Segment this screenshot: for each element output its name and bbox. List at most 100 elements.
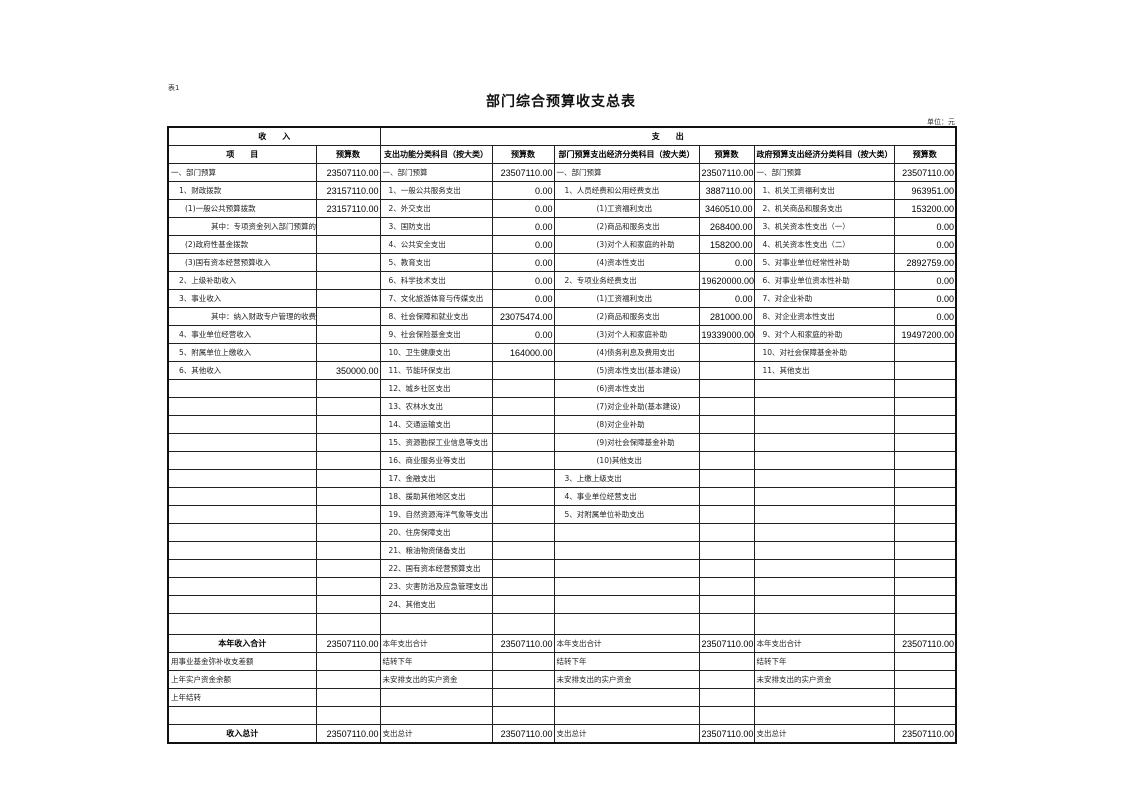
gov-econ-amount xyxy=(893,706,957,725)
gov-econ-amount xyxy=(893,559,957,578)
column-header-function-item: 支出功能分类科目（按大类） xyxy=(379,145,493,164)
function-item xyxy=(379,706,493,725)
table-row: 24、其他支出 xyxy=(167,595,957,614)
income-amount: 23507110.00 xyxy=(315,724,381,744)
table-row: 18、援助其他地区支出 4、事业单位经营支出 xyxy=(167,487,957,506)
income-item: 5、附属单位上缴收入 xyxy=(167,343,317,362)
dept-econ-item: (3)对个人和家庭补助 xyxy=(553,325,700,344)
gov-econ-item: 3、机关资本性支出（一） xyxy=(753,217,895,236)
function-amount: 23507110.00 xyxy=(491,724,555,744)
income-amount xyxy=(315,451,381,470)
income-amount xyxy=(315,235,381,254)
function-item: 19、自然资源海洋气象等支出 xyxy=(379,505,493,524)
gov-econ-amount xyxy=(893,379,957,398)
gov-econ-item: 支出总计 xyxy=(753,724,895,744)
dept-econ-amount xyxy=(698,613,755,635)
income-item: 用事业基金弥补收支差额 xyxy=(167,652,317,671)
dept-econ-amount xyxy=(698,469,755,488)
column-header-function-amount: 预算数 xyxy=(491,145,555,164)
table-row: 其中：纳入财政专户管理的收费 8、社会保障和就业支出 23075474.00 (2)商… xyxy=(167,307,957,326)
table-row: 19、自然资源海洋气象等支出 5、对附属单位补助支出 xyxy=(167,505,957,524)
dept-econ-amount: 0.00 xyxy=(698,253,755,272)
gov-econ-amount xyxy=(893,451,957,470)
gov-econ-item: 9、对个人和家庭的补助 xyxy=(753,325,895,344)
function-amount: 0.00 xyxy=(491,271,555,290)
table-row: 上年结转 xyxy=(167,688,957,707)
function-amount xyxy=(491,469,555,488)
function-amount: 0.00 xyxy=(491,325,555,344)
dept-econ-amount xyxy=(698,343,755,362)
dept-econ-item: (8)对企业补助 xyxy=(553,415,700,434)
function-item: 1、一般公共服务支出 xyxy=(379,181,493,200)
function-amount xyxy=(491,595,555,614)
income-item xyxy=(167,379,317,398)
gov-econ-item xyxy=(753,487,895,506)
function-item: 一、部门预算 xyxy=(379,163,493,182)
function-item: 23、灾害防治及应急管理支出 xyxy=(379,577,493,596)
income-amount xyxy=(315,469,381,488)
function-item: 14、交通运输支出 xyxy=(379,415,493,434)
income-amount xyxy=(315,487,381,506)
table-row: 一、部门预算 23507110.00 一、部门预算 23507110.00 一、部门预算… xyxy=(167,163,957,182)
dept-econ-amount xyxy=(698,523,755,542)
function-item: 6、科学技术支出 xyxy=(379,271,493,290)
gov-econ-item xyxy=(753,451,895,470)
gov-econ-amount: 2892759.00 xyxy=(893,253,957,272)
dept-econ-item: (3)对个人和家庭的补助 xyxy=(553,235,700,254)
income-amount xyxy=(315,307,381,326)
column-header-income-item: 项 目 xyxy=(167,145,317,164)
income-amount xyxy=(315,253,381,272)
table-row: 15、资源勘探工业信息等支出 (9)对社会保障基金补助 xyxy=(167,433,957,452)
dept-econ-amount: 23507110.00 xyxy=(698,724,755,744)
gov-econ-item xyxy=(753,397,895,416)
gov-econ-item xyxy=(753,469,895,488)
income-amount xyxy=(315,577,381,596)
income-amount xyxy=(315,271,381,290)
gov-econ-item: 6、对事业单位资本性补助 xyxy=(753,271,895,290)
gov-econ-item xyxy=(753,688,895,707)
dept-econ-item: 4、事业单位经营支出 xyxy=(553,487,700,506)
gov-econ-amount xyxy=(893,343,957,362)
income-item: 3、事业收入 xyxy=(167,289,317,308)
dept-econ-amount: 158200.00 xyxy=(698,235,755,254)
function-item: 8、社会保障和就业支出 xyxy=(379,307,493,326)
income-item xyxy=(167,595,317,614)
income-amount xyxy=(315,505,381,524)
gov-econ-amount xyxy=(893,595,957,614)
income-amount xyxy=(315,289,381,308)
dept-econ-item: (9)对社会保障基金补助 xyxy=(553,433,700,452)
dept-econ-item xyxy=(553,541,700,560)
dept-econ-item: 5、对附属单位补助支出 xyxy=(553,505,700,524)
gov-econ-item: 5、对事业单位经常性补助 xyxy=(753,253,895,272)
dept-econ-amount xyxy=(698,541,755,560)
table-row xyxy=(167,706,957,725)
table-number: 表1 xyxy=(168,84,180,92)
dept-econ-item: (1)工资福利支出 xyxy=(553,289,700,308)
dept-econ-item: (5)资本性支出(基本建设) xyxy=(553,361,700,380)
income-item: 上年实户资金余额 xyxy=(167,670,317,689)
dept-econ-item: (6)资本性支出 xyxy=(553,379,700,398)
dept-econ-item xyxy=(553,688,700,707)
table-row: 2、上级补助收入 6、科学技术支出 0.00 2、专项业务经费支出 19620000.0… xyxy=(167,271,957,290)
function-item: 5、教育支出 xyxy=(379,253,493,272)
gov-econ-amount xyxy=(893,469,957,488)
function-item: 11、节能环保支出 xyxy=(379,361,493,380)
column-header-dept-econ-amount: 预算数 xyxy=(698,145,755,164)
dept-econ-amount: 268400.00 xyxy=(698,217,755,236)
gov-econ-amount: 23507110.00 xyxy=(893,163,957,182)
dept-econ-amount xyxy=(698,688,755,707)
gov-econ-amount xyxy=(893,361,957,380)
table-row: 20、住房保障支出 xyxy=(167,523,957,542)
income-item xyxy=(167,397,317,416)
function-amount xyxy=(491,559,555,578)
function-amount xyxy=(491,523,555,542)
column-header-dept-econ-item: 部门预算支出经济分类科目（按大类） xyxy=(553,145,700,164)
function-item: 12、城乡社区支出 xyxy=(379,379,493,398)
dept-econ-item: (2)商品和服务支出 xyxy=(553,217,700,236)
income-amount xyxy=(315,433,381,452)
dept-econ-amount: 0.00 xyxy=(698,289,755,308)
dept-econ-item: (2)商品和服务支出 xyxy=(553,307,700,326)
function-amount xyxy=(491,379,555,398)
table-row: 上年实户资金余额 未安排支出的实户资金 未安排支出的实户资金 未安排支出的实户资金 xyxy=(167,670,957,689)
function-amount xyxy=(491,670,555,689)
